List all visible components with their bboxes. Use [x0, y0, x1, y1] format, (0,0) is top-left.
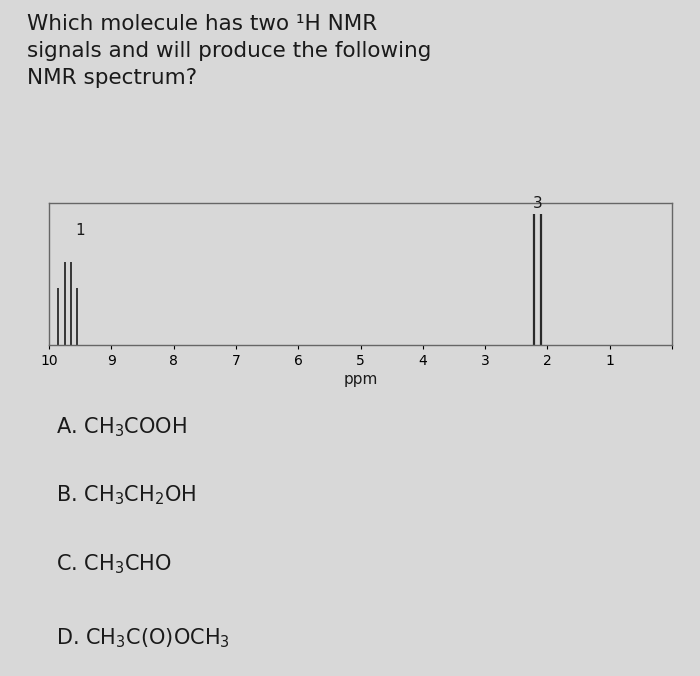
Text: 1: 1: [76, 223, 85, 239]
Text: 3: 3: [533, 196, 542, 212]
Text: Which molecule has two ¹H NMR
signals and will produce the following
NMR spectru: Which molecule has two ¹H NMR signals an…: [27, 14, 432, 88]
Text: A. CH$_3$COOH: A. CH$_3$COOH: [56, 416, 187, 439]
Text: D. CH$_3$C(O)OCH$_3$: D. CH$_3$C(O)OCH$_3$: [56, 627, 230, 650]
X-axis label: ppm: ppm: [343, 372, 378, 387]
Text: C. CH$_3$CHO: C. CH$_3$CHO: [56, 552, 172, 576]
Text: B. CH$_3$CH$_2$OH: B. CH$_3$CH$_2$OH: [56, 484, 197, 508]
